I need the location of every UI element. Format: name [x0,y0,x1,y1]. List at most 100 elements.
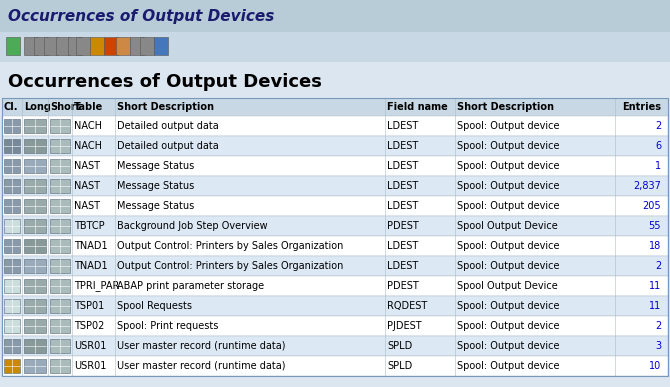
Text: Message Status: Message Status [117,181,194,191]
Bar [50,359,70,373]
Text: Spool: Output device: Spool: Output device [457,321,559,331]
Bar [2,276,668,296]
Text: Field name: Field name [387,102,448,112]
Text: USR01: USR01 [74,361,107,371]
Bar [50,199,70,213]
Bar [140,37,154,55]
Bar [4,179,20,193]
Text: Detailed output data: Detailed output data [117,141,218,151]
Text: 2: 2 [655,121,661,131]
Text: USR01: USR01 [74,341,107,351]
Bar [2,136,668,156]
Bar [2,176,668,196]
Text: LDEST: LDEST [387,261,418,271]
Text: NAST: NAST [74,201,100,211]
Bar [4,339,20,353]
Bar [2,196,668,216]
Text: Short Description: Short Description [457,102,554,112]
Bar [24,279,46,293]
Text: Spool Requests: Spool Requests [117,301,192,311]
Bar [76,37,90,55]
Text: 1: 1 [655,161,661,171]
Text: 18: 18 [649,241,661,251]
Bar [50,319,70,333]
Text: Message Status: Message Status [117,201,194,211]
Text: User master record (runtime data): User master record (runtime data) [117,341,285,351]
Bar [4,359,20,373]
Text: Message Status: Message Status [117,161,194,171]
Text: Spool: Output device: Spool: Output device [457,181,559,191]
Text: NACH: NACH [74,141,102,151]
Text: 2,837: 2,837 [633,181,661,191]
Bar [2,236,668,256]
Bar [50,219,70,233]
Bar [44,37,58,55]
Bar [4,159,20,173]
Bar [4,299,20,313]
Text: Background Job Step Overview: Background Job Step Overview [117,221,267,231]
Bar [24,339,46,353]
Text: Occurrences of Output Devices: Occurrences of Output Devices [8,9,275,24]
Bar [24,199,46,213]
Bar [2,216,668,236]
Bar [4,139,20,153]
Bar [68,37,82,55]
Bar [50,159,70,173]
Bar [24,299,46,313]
Text: PDEST: PDEST [387,281,419,291]
Bar [0,62,670,387]
Bar [4,219,20,233]
Text: 55: 55 [649,221,661,231]
Text: SPLD: SPLD [387,361,412,371]
Bar [50,279,70,293]
Text: 2: 2 [655,261,661,271]
Bar [2,98,668,116]
Bar [90,37,104,55]
Text: TBTCP: TBTCP [74,221,105,231]
Bar [4,119,20,133]
Text: Short Description: Short Description [117,102,214,112]
Bar [24,219,46,233]
Bar [50,339,70,353]
Text: Detailed output data: Detailed output data [117,121,218,131]
Bar [24,139,46,153]
Text: Long: Long [24,102,51,112]
Text: LDEST: LDEST [387,181,418,191]
Text: Spool: Output device: Spool: Output device [457,301,559,311]
Text: LDEST: LDEST [387,161,418,171]
Text: Spool: Output device: Spool: Output device [457,241,559,251]
Text: TSP01: TSP01 [74,301,105,311]
Text: 2: 2 [655,321,661,331]
Bar [2,296,668,316]
Bar [154,37,168,55]
Bar [4,199,20,213]
Bar [34,37,48,55]
Bar [4,239,20,253]
Bar [24,319,46,333]
Text: Spool: Output device: Spool: Output device [457,141,559,151]
Bar [4,259,20,273]
Text: PJDEST: PJDEST [387,321,421,331]
Text: LDEST: LDEST [387,121,418,131]
Text: ABAP print parameter storage: ABAP print parameter storage [117,281,264,291]
Bar [2,336,668,356]
Text: SPLD: SPLD [387,341,412,351]
Bar [50,239,70,253]
Bar [2,116,668,136]
Text: Spool: Output device: Spool: Output device [457,201,559,211]
Text: User master record (runtime data): User master record (runtime data) [117,361,285,371]
Text: Spool: Print requests: Spool: Print requests [117,321,218,331]
Text: Output Control: Printers by Sales Organization: Output Control: Printers by Sales Organi… [117,241,343,251]
Bar [116,37,130,55]
Text: NAST: NAST [74,161,100,171]
Bar [24,359,46,373]
Text: Spool: Output device: Spool: Output device [457,261,559,271]
Bar [2,156,668,176]
Text: Spool: Output device: Spool: Output device [457,121,559,131]
Bar [24,37,38,55]
Text: 10: 10 [649,361,661,371]
Bar [104,37,118,55]
Text: TNAD1: TNAD1 [74,261,108,271]
Text: Cl.: Cl. [4,102,19,112]
Bar [2,316,668,336]
